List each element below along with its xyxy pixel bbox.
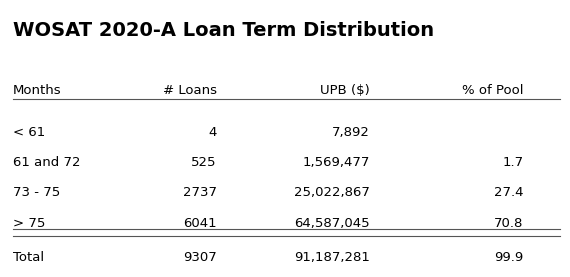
Text: 99.9: 99.9 — [494, 251, 523, 264]
Text: WOSAT 2020-A Loan Term Distribution: WOSAT 2020-A Loan Term Distribution — [13, 20, 434, 40]
Text: 91,187,281: 91,187,281 — [294, 251, 370, 264]
Text: 70.8: 70.8 — [494, 217, 523, 230]
Text: 6041: 6041 — [184, 217, 217, 230]
Text: 73 - 75: 73 - 75 — [13, 186, 60, 199]
Text: 61 and 72: 61 and 72 — [13, 156, 80, 169]
Text: % of Pool: % of Pool — [462, 84, 523, 97]
Text: 4: 4 — [209, 126, 217, 139]
Text: 525: 525 — [192, 156, 217, 169]
Text: # Loans: # Loans — [163, 84, 217, 97]
Text: 25,022,867: 25,022,867 — [294, 186, 370, 199]
Text: 27.4: 27.4 — [494, 186, 523, 199]
Text: 9307: 9307 — [183, 251, 217, 264]
Text: < 61: < 61 — [13, 126, 45, 139]
Text: Total: Total — [13, 251, 44, 264]
Text: 2737: 2737 — [183, 186, 217, 199]
Text: 1.7: 1.7 — [502, 156, 523, 169]
Text: UPB ($): UPB ($) — [320, 84, 370, 97]
Text: > 75: > 75 — [13, 217, 45, 230]
Text: 1,569,477: 1,569,477 — [303, 156, 370, 169]
Text: Months: Months — [13, 84, 62, 97]
Text: 64,587,045: 64,587,045 — [295, 217, 370, 230]
Text: 7,892: 7,892 — [332, 126, 370, 139]
